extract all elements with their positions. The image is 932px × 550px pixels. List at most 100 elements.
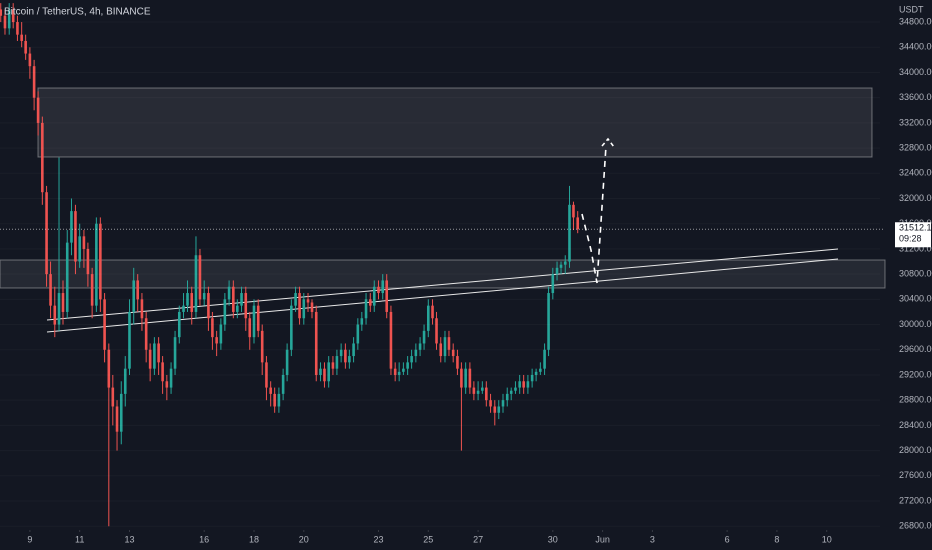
candle-body	[28, 53, 32, 67]
x-tick-label: 9	[27, 534, 32, 544]
candle-body	[476, 390, 480, 394]
candle-body	[186, 293, 189, 306]
candle-body	[468, 368, 472, 388]
y-tick-label: 33200.00	[899, 117, 932, 127]
support-zone	[0, 259, 886, 289]
x-tick-label: 8	[774, 534, 779, 544]
candle-body	[447, 337, 451, 350]
candle-body	[402, 368, 405, 372]
candle-body	[232, 286, 235, 312]
candle-body	[306, 299, 310, 303]
candle-body	[65, 242, 69, 312]
y-tick-label: 30400.00	[899, 294, 932, 304]
candle-body	[36, 97, 40, 123]
candle-body	[128, 311, 131, 369]
candle-body	[327, 362, 330, 382]
y-tick-label: 30000.00	[899, 319, 932, 329]
candle-body	[136, 280, 140, 300]
candle-body	[493, 406, 497, 413]
candle-body	[323, 368, 326, 382]
y-tick-label: 34400.00	[899, 42, 932, 52]
last-price-box	[895, 222, 931, 248]
x-tick-label: 18	[249, 534, 259, 544]
candle-body	[319, 368, 322, 375]
y-tick-label: 29600.00	[899, 344, 932, 354]
candle-body	[285, 349, 289, 375]
candle-body	[211, 318, 214, 338]
y-tick-label: 34000.00	[899, 67, 932, 77]
y-tick-label: 26800.00	[899, 521, 932, 531]
x-tick-label: 27	[473, 534, 483, 544]
y-tick-label: 28800.00	[899, 395, 932, 405]
candle-body	[360, 318, 364, 325]
x-tick-label: 25	[423, 534, 433, 544]
candles	[0, 3, 580, 527]
candle-body	[281, 374, 285, 394]
candle-body	[57, 293, 61, 325]
candle-body	[397, 371, 401, 375]
candle-body	[82, 236, 86, 249]
resistance-zone	[37, 87, 873, 158]
candle-body	[227, 286, 231, 300]
candle-body	[534, 371, 538, 375]
candle-body	[86, 248, 90, 275]
x-tick-label: 3	[650, 534, 655, 544]
y-tick-label: 32000.00	[899, 193, 932, 203]
axes: 26800.00 27200.00 27600.00 28000.00 28400.00…	[0, 16, 932, 544]
candle-body	[572, 204, 575, 218]
candle-body	[385, 280, 389, 312]
y-tick-label: 32800.00	[899, 142, 932, 152]
candle-body	[526, 381, 530, 388]
candle-body	[161, 362, 164, 382]
candle-body	[215, 337, 218, 344]
candle-body	[78, 236, 81, 262]
candle-body	[49, 274, 52, 306]
candle-body	[277, 393, 281, 407]
candle-body	[426, 305, 430, 331]
candle-body	[294, 293, 297, 306]
candle-body	[310, 302, 314, 312]
candle-body	[344, 349, 347, 363]
candle-body	[99, 223, 102, 300]
candle-body	[182, 305, 185, 312]
countdown-label: 09:28	[899, 234, 922, 244]
candle-body	[103, 299, 106, 350]
candle-body	[443, 337, 447, 357]
candle-body	[335, 356, 339, 369]
candle-body	[115, 406, 119, 432]
candle-body	[298, 293, 301, 319]
candle-body	[518, 381, 521, 388]
y-tick-label: 27200.00	[899, 495, 932, 505]
candle-body	[377, 286, 380, 294]
candle-body	[265, 362, 268, 388]
candle-body	[144, 318, 148, 350]
candle-body	[244, 293, 248, 319]
candle-body	[439, 343, 443, 357]
candle-body	[107, 349, 111, 388]
candle-body	[460, 368, 463, 388]
candle-body	[339, 349, 343, 357]
candle-body	[456, 356, 459, 369]
candle-body	[24, 40, 27, 54]
candle-body	[481, 387, 484, 391]
candle-body	[169, 368, 173, 388]
candle-body	[472, 387, 476, 394]
candle-body	[563, 261, 567, 265]
candle-body	[464, 368, 467, 388]
candle-body	[414, 349, 418, 357]
candle-body	[356, 324, 360, 344]
candle-body	[514, 387, 517, 391]
candle-body	[219, 324, 223, 344]
y-axis-label: USDT	[899, 4, 924, 14]
candle-body	[505, 393, 509, 401]
candle-body	[148, 349, 152, 369]
x-tick-label: 10	[822, 534, 832, 544]
candle-body	[522, 381, 525, 388]
y-tick-label: 32400.00	[899, 168, 932, 178]
candle-body	[45, 192, 48, 275]
candle-body	[547, 293, 550, 350]
candle-body	[410, 356, 413, 363]
candle-body	[485, 387, 488, 401]
candle-body	[132, 280, 136, 312]
